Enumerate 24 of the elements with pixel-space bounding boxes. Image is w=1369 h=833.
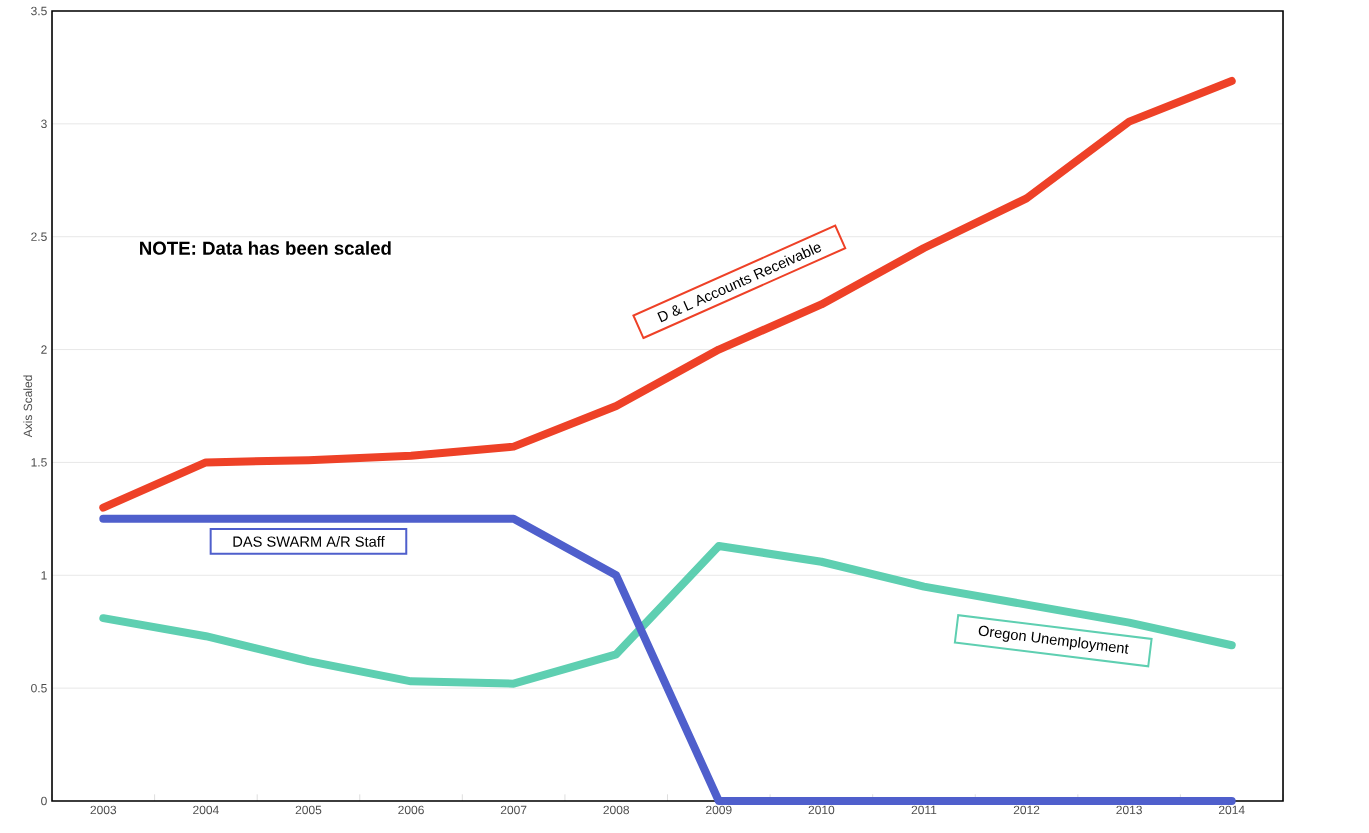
x-tick-label: 2010 xyxy=(808,805,835,815)
y-tick-label: 0.5 xyxy=(31,683,47,693)
y-tick-label: 2 xyxy=(41,345,47,354)
y-tick-label: 2.5 xyxy=(31,232,47,241)
series-label: DAS SWARM A/R Staff xyxy=(233,536,385,547)
x-tick-label: 2007 xyxy=(500,805,527,815)
x-tick-label: 2009 xyxy=(706,805,732,815)
x-tick-label: 2005 xyxy=(295,805,322,815)
y-tick-label: 0 xyxy=(41,796,47,806)
y-tick-label: 3 xyxy=(41,119,47,129)
x-tick-label: 2014 xyxy=(1218,805,1245,815)
x-tick-label: 2012 xyxy=(1013,805,1040,815)
x-tick-label: 2006 xyxy=(398,805,424,815)
y-tick-label: 3.5 xyxy=(31,6,47,16)
text: Oregon Unemployment xyxy=(978,625,1129,654)
x-tick-label: 2013 xyxy=(1116,805,1142,815)
y-tick-label: 1 xyxy=(41,571,47,580)
annotation: NOTE: Data has been scaled xyxy=(140,241,391,255)
x-tick-label: 2008 xyxy=(603,805,630,815)
x-tick-label: 2003 xyxy=(90,805,117,815)
x-tick-label: 2004 xyxy=(193,805,219,815)
y-tick-label: 1.5 xyxy=(31,458,47,467)
y-axis-title: Axis Scaled xyxy=(23,375,33,438)
x-tick-label: 2011 xyxy=(911,805,937,815)
